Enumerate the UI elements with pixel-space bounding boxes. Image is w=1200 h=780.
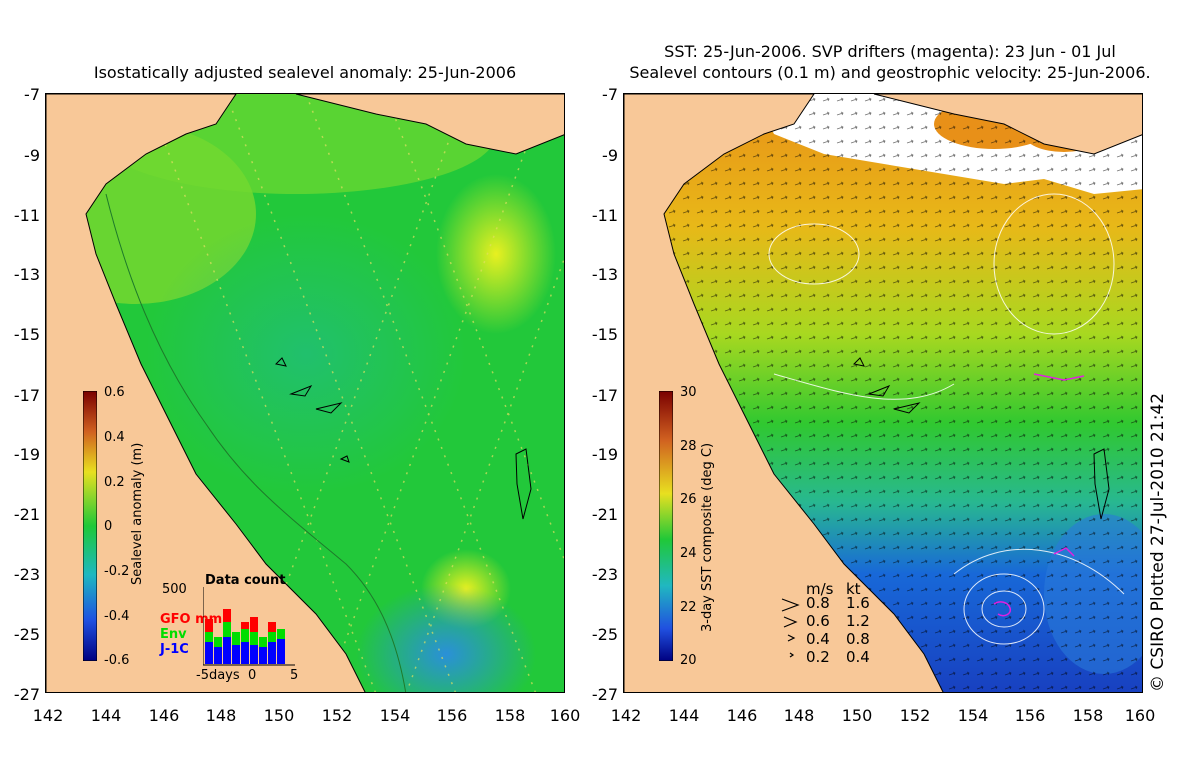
right-y-tick: -9 xyxy=(602,146,618,165)
left-y-tick: -23 xyxy=(13,565,40,584)
sla-colorbar-tick: -0.4 xyxy=(104,609,130,624)
right-x-tick: 148 xyxy=(783,706,815,725)
shelf-contour xyxy=(105,193,407,692)
right-x-tick: 156 xyxy=(1014,706,1046,725)
right-y-tick: -15 xyxy=(591,325,618,344)
left-x-tick: 152 xyxy=(321,706,353,725)
left-y-tick: -21 xyxy=(13,505,40,524)
right-y-tick: -23 xyxy=(591,565,618,584)
right-x-tick: 160 xyxy=(1124,706,1156,725)
velocity-legend-ms: 0.8 xyxy=(806,594,830,612)
left-x-tick: 154 xyxy=(379,706,411,725)
sla-colorbar-label: Sealevel anomaly (m) xyxy=(130,442,145,585)
left-x-tick: 148 xyxy=(205,706,237,725)
right-panel-title-line2: Sealevel contours (0.1 m) and geostrophi… xyxy=(629,63,1151,82)
left-y-tick: -7 xyxy=(24,85,40,104)
left-panel-title: Isostatically adjusted sealevel anomaly:… xyxy=(93,63,517,82)
legend-j1c: J-1C xyxy=(160,642,189,657)
copyright-text: © CSIRO Plotted 27-Jul-2010 21:42 xyxy=(1148,392,1168,692)
left-y-tick: -15 xyxy=(13,325,40,344)
left-x-tick: 144 xyxy=(90,706,122,725)
left-x-tick: 158 xyxy=(494,706,526,725)
sla-colorbar-tick: 0.6 xyxy=(104,385,125,400)
svp-drifter-tracks xyxy=(993,373,1085,617)
sst-colorbar xyxy=(659,391,673,661)
velocity-legend-kt: 1.2 xyxy=(846,612,870,630)
sla-colorbar-tick: 0.4 xyxy=(104,430,125,445)
left-x-tick: 146 xyxy=(148,706,180,725)
sla-colorbar-tick: 0.2 xyxy=(104,475,125,490)
left-y-tick: -27 xyxy=(13,685,40,704)
data-count-xlabel-mid: 0 xyxy=(248,668,257,683)
data-count-xlabel-left: -5days xyxy=(196,668,240,683)
left-x-tick: 156 xyxy=(436,706,468,725)
sst-colorbar-tick: 28 xyxy=(680,439,697,454)
data-count-ymax: 500 xyxy=(162,582,187,597)
right-x-tick: 142 xyxy=(610,706,642,725)
right-y-tick: -17 xyxy=(591,386,618,405)
velocity-legend-ms: 0.6 xyxy=(806,612,830,630)
sst-colorbar-tick: 24 xyxy=(680,546,697,561)
right-x-tick: 144 xyxy=(668,706,700,725)
sla-colorbar-tick: -0.2 xyxy=(104,564,130,579)
velocity-legend-kt: 0.4 xyxy=(846,648,870,666)
high-anomaly-patch xyxy=(436,174,556,334)
left-y-tick: -19 xyxy=(13,445,40,464)
right-y-tick: -27 xyxy=(591,685,618,704)
velocity-legend-kt: 1.6 xyxy=(846,594,870,612)
low-anomaly-patch xyxy=(356,584,536,692)
australia-land xyxy=(46,94,366,692)
velocity-legend-ms-header: m/s xyxy=(806,580,834,598)
left-x-tick: 150 xyxy=(263,706,295,725)
sea-level-contours xyxy=(768,193,1125,645)
right-y-tick: -21 xyxy=(591,505,618,524)
australia-land xyxy=(624,94,944,692)
left-y-tick: -17 xyxy=(13,386,40,405)
left-x-tick: 160 xyxy=(549,706,581,725)
sst-colorbar-tick: 26 xyxy=(680,492,697,507)
right-x-tick: 154 xyxy=(957,706,989,725)
velocity-legend-ms: 0.2 xyxy=(806,648,830,666)
new-guinea-land xyxy=(873,94,1142,155)
velocity-legend-ms: 0.4 xyxy=(806,630,830,648)
sst-colorbar-tick: 22 xyxy=(680,600,697,615)
left-x-tick: 142 xyxy=(32,706,64,725)
right-x-tick: 150 xyxy=(841,706,873,725)
left-y-tick: -9 xyxy=(24,146,40,165)
sla-colorbar-tick: 0 xyxy=(104,519,113,534)
left-y-tick: -11 xyxy=(13,206,40,225)
right-y-tick: -7 xyxy=(602,85,618,104)
sea-level-colorbar xyxy=(83,391,97,661)
right-x-tick: 158 xyxy=(1072,706,1104,725)
data-count-title: Data count xyxy=(205,573,286,588)
left-y-tick: -25 xyxy=(13,625,40,644)
right-y-tick: -11 xyxy=(591,206,618,225)
right-panel-title-line1: SST: 25-Jun-2006. SVP drifters (magenta)… xyxy=(664,42,1116,61)
velocity-legend-arrows xyxy=(781,598,800,658)
sst-map-graphic xyxy=(624,94,1142,692)
right-x-tick: 152 xyxy=(899,706,931,725)
sla-colorbar-tick: -0.6 xyxy=(104,653,130,668)
data-count-xlabel-right: 5 xyxy=(290,668,299,683)
right-x-tick: 146 xyxy=(726,706,758,725)
right-y-tick: -25 xyxy=(591,625,618,644)
sst-colorbar-tick: 30 xyxy=(680,385,697,400)
sst-colorbar-label: 3-day SST composite (deg C) xyxy=(700,442,715,632)
right-y-tick: -13 xyxy=(591,265,618,284)
data-count-histogram xyxy=(203,587,295,666)
sst-colorbar-tick: 20 xyxy=(680,653,697,668)
right-y-tick: -19 xyxy=(591,445,618,464)
legend-env: Env xyxy=(160,627,187,642)
sea-level-anomaly-map-graphic xyxy=(46,94,564,692)
velocity-legend-kt-header: kt xyxy=(846,580,861,598)
sst-map xyxy=(623,93,1143,693)
sea-level-anomaly-map xyxy=(45,93,565,693)
velocity-legend-kt: 0.8 xyxy=(846,630,870,648)
new-guinea-land xyxy=(295,94,564,155)
left-y-tick: -13 xyxy=(13,265,40,284)
